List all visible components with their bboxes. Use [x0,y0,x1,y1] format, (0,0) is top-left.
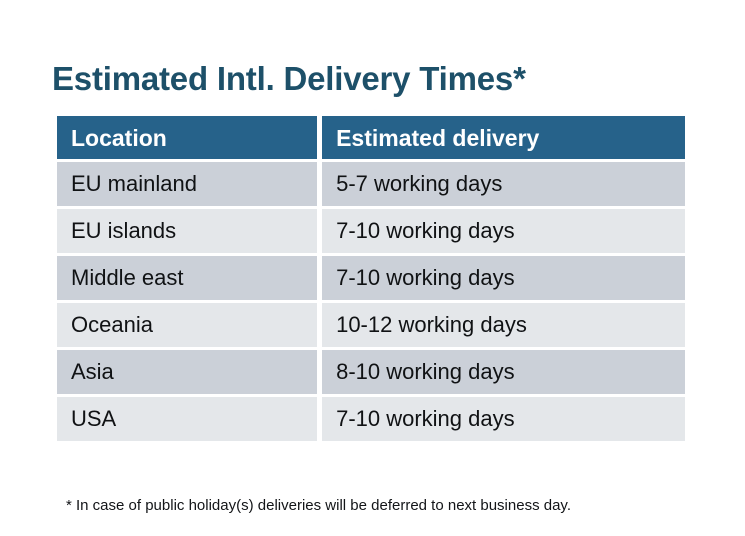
cell-estimated: 5-7 working days [322,162,685,206]
page-title: Estimated Intl. Delivery Times* [52,60,526,98]
estimated-delivery-table: Location Estimated delivery EU mainland … [52,113,690,444]
cell-estimated: 8-10 working days [322,350,685,394]
column-header-estimated-delivery: Estimated delivery [322,116,685,159]
cell-location: Asia [57,350,318,394]
table-body: EU mainland 5-7 working days EU islands … [57,162,685,441]
footnote-text: * In case of public holiday(s) deliverie… [66,497,571,514]
cell-location: USA [57,397,318,441]
cell-location: Oceania [57,303,318,347]
cell-location: EU mainland [57,162,318,206]
table-row: Oceania 10-12 working days [57,303,685,347]
cell-estimated: 7-10 working days [322,397,685,441]
cell-estimated: 10-12 working days [322,303,685,347]
table-row: Middle east 7-10 working days [57,256,685,300]
cell-estimated: 7-10 working days [322,209,685,253]
column-header-location: Location [57,116,318,159]
cell-estimated: 7-10 working days [322,256,685,300]
table-header: Location Estimated delivery [57,116,685,159]
cell-location: EU islands [57,209,318,253]
cell-location: Middle east [57,256,318,300]
table-row: EU mainland 5-7 working days [57,162,685,206]
table-row: EU islands 7-10 working days [57,209,685,253]
table-row: Asia 8-10 working days [57,350,685,394]
table-row: USA 7-10 working days [57,397,685,441]
table-header-row: Location Estimated delivery [57,116,685,159]
